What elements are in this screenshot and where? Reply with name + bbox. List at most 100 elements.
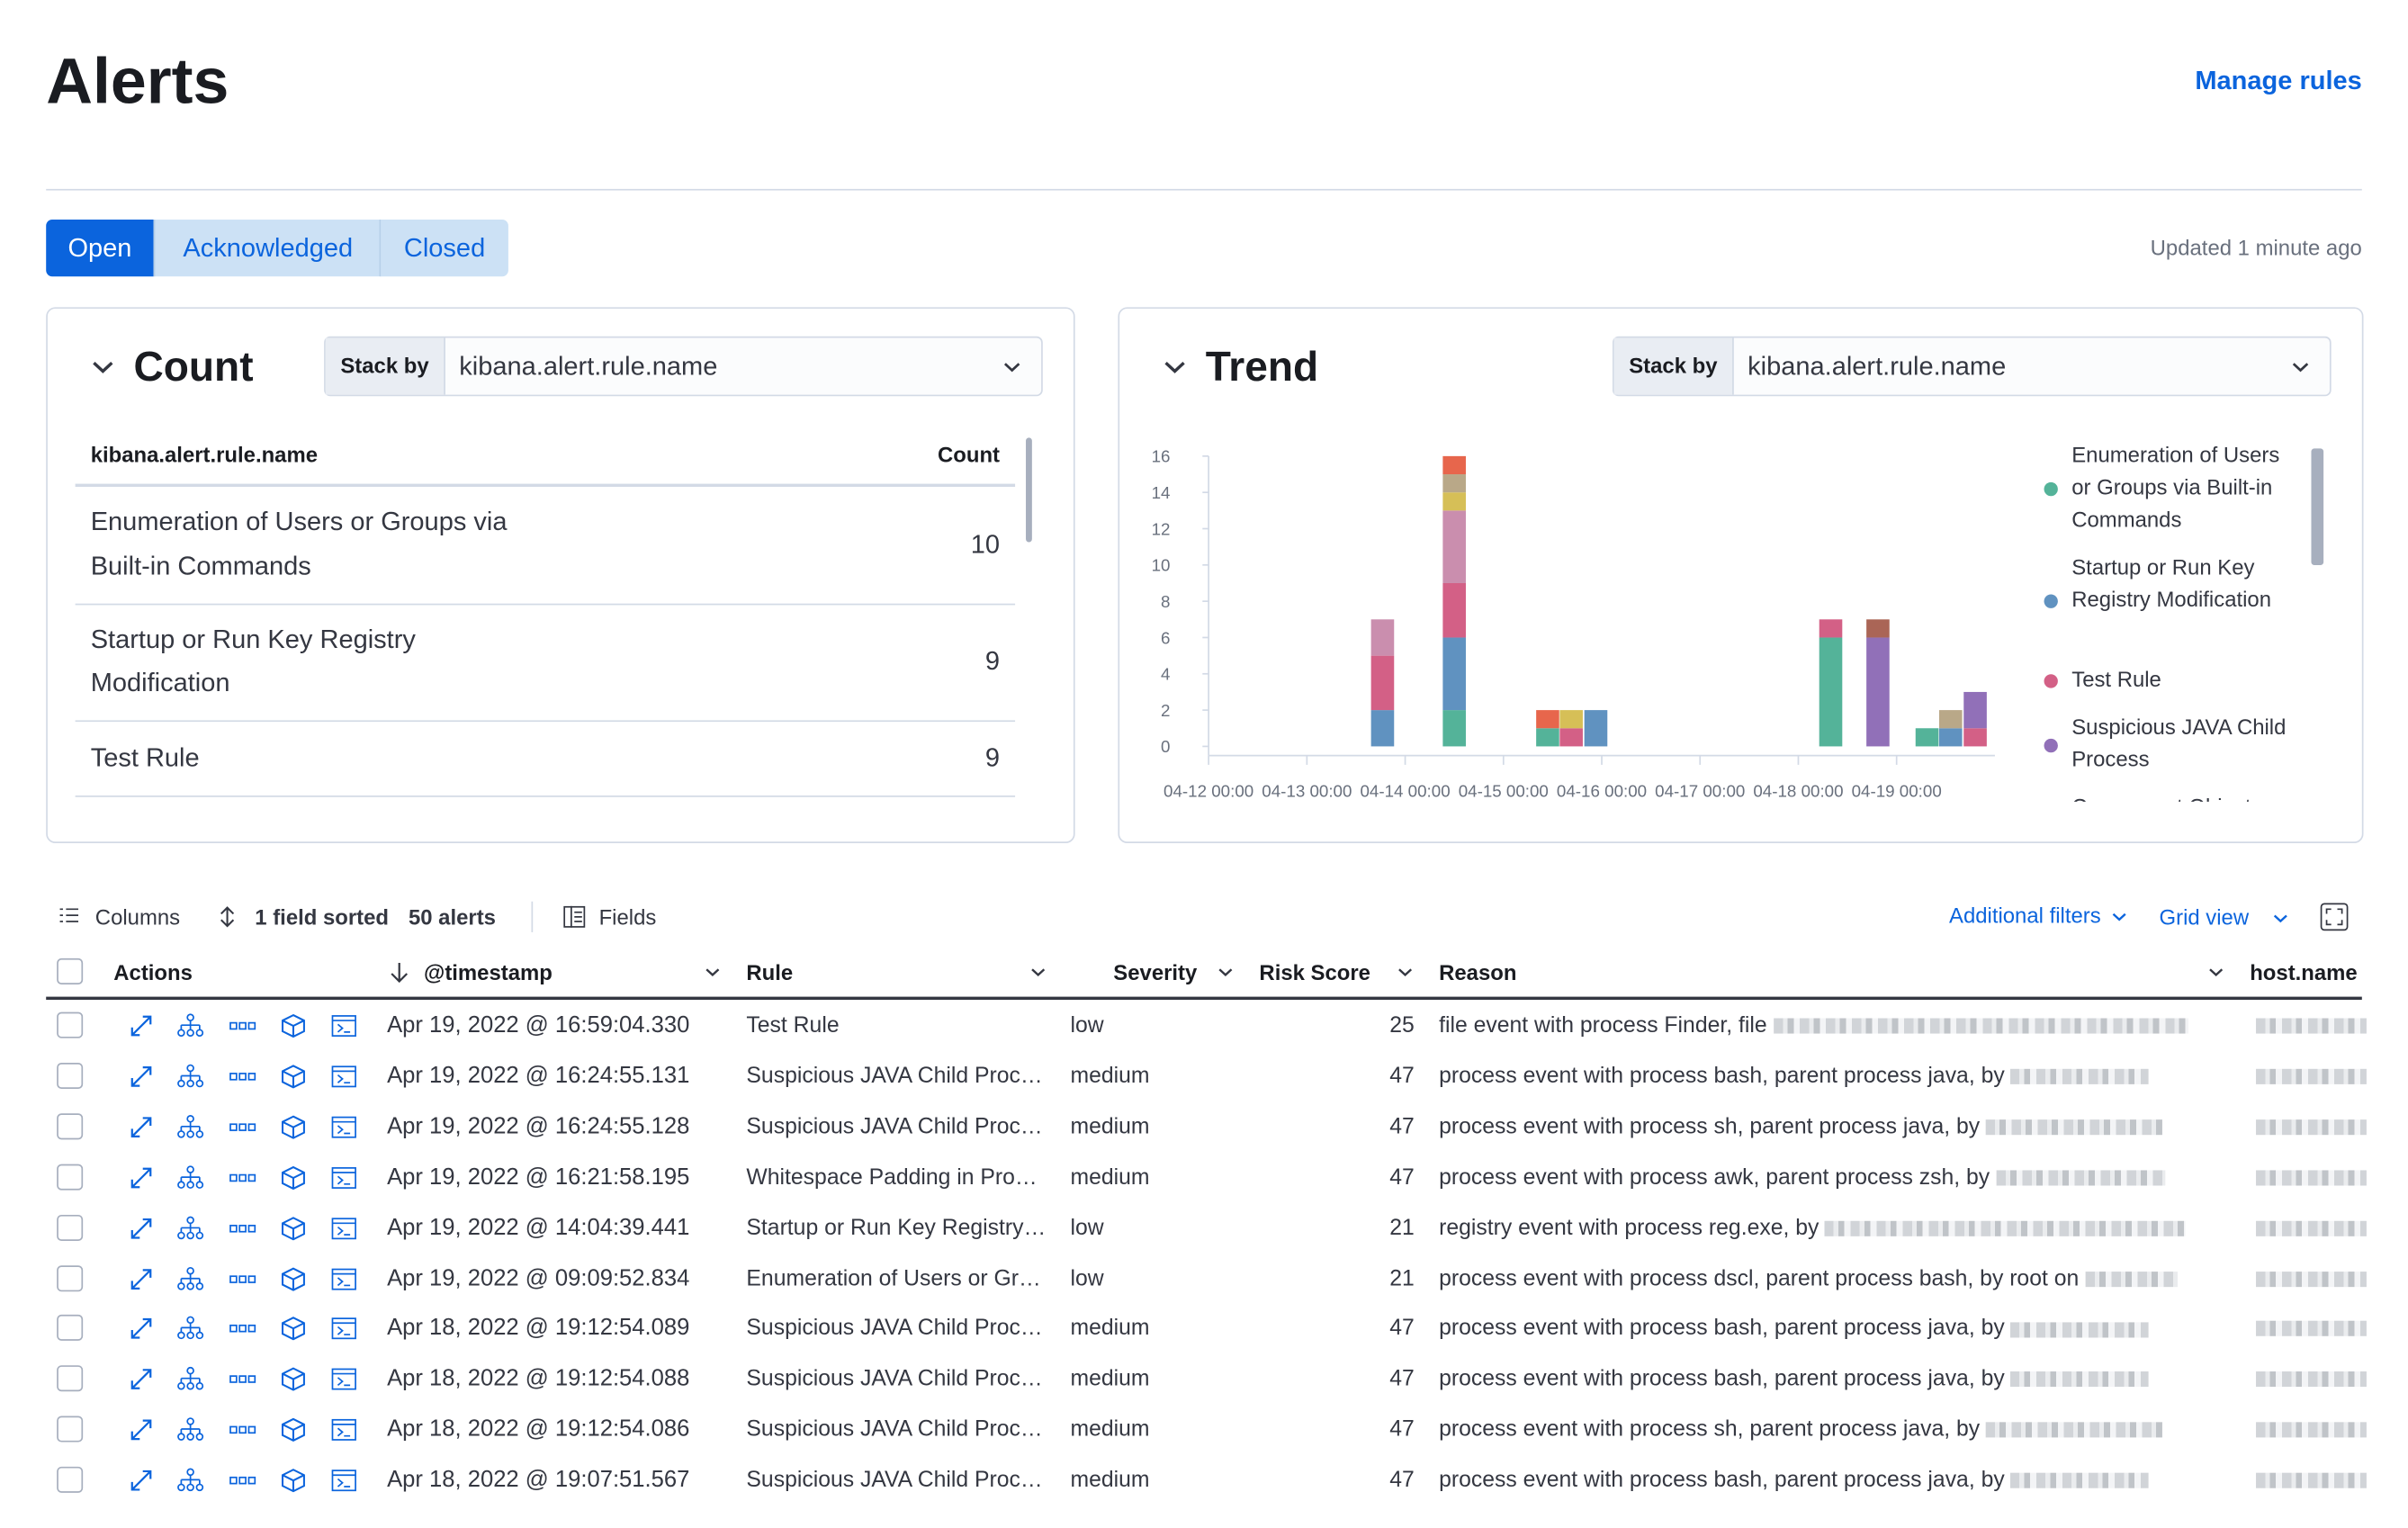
row-action-icon[interactable] xyxy=(229,1317,256,1341)
row-action-icon[interactable] xyxy=(129,1216,153,1240)
row-action-icon[interactable] xyxy=(229,1469,256,1493)
chevron-icon[interactable] xyxy=(2110,908,2128,926)
row-action-icon[interactable] xyxy=(229,1013,256,1038)
chevron-icon[interactable] xyxy=(1217,963,1235,981)
row-action-icon[interactable] xyxy=(129,1266,153,1290)
chevron-icon[interactable] xyxy=(2271,909,2289,927)
chevron-icon[interactable] xyxy=(1002,356,1023,378)
row-action-icon[interactable] xyxy=(281,1013,305,1038)
row-action-icon[interactable] xyxy=(229,1115,256,1139)
row-action-icon[interactable] xyxy=(177,1417,204,1443)
row-action-icon[interactable] xyxy=(331,1418,356,1443)
row-action-icon[interactable] xyxy=(129,1115,153,1139)
row-action-icon[interactable] xyxy=(281,1469,305,1493)
row-action-icon[interactable] xyxy=(331,1469,356,1493)
row-action-icon[interactable] xyxy=(129,1418,153,1443)
row-action-icon[interactable] xyxy=(281,1065,305,1089)
row-action-icon[interactable] xyxy=(177,1468,204,1493)
checkbox[interactable] xyxy=(57,1416,84,1443)
column-header[interactable]: Reason xyxy=(1439,959,1517,984)
row-action-icon[interactable] xyxy=(331,1266,356,1290)
chevron-icon[interactable] xyxy=(704,963,722,981)
checkbox[interactable] xyxy=(57,1466,84,1494)
row-action-icon[interactable] xyxy=(331,1317,356,1341)
row-action-icon[interactable] xyxy=(229,1266,256,1290)
fullscreen-icon[interactable] xyxy=(2320,903,2349,931)
checkbox[interactable] xyxy=(57,1365,84,1392)
row-action-icon[interactable] xyxy=(281,1165,305,1190)
row-action-icon[interactable] xyxy=(229,1418,256,1443)
sort-button[interactable]: 1 field sorted xyxy=(255,904,390,930)
row-action-icon[interactable] xyxy=(331,1065,356,1089)
row-action-icon[interactable] xyxy=(281,1115,305,1139)
column-header[interactable]: Risk Score xyxy=(1259,959,1370,984)
row-action-icon[interactable] xyxy=(177,1317,204,1341)
row-action-icon[interactable] xyxy=(177,1164,204,1190)
sort-icon[interactable] xyxy=(220,906,235,928)
checkbox[interactable] xyxy=(57,1011,84,1038)
row-action-icon[interactable] xyxy=(177,1367,204,1391)
row-action-icon[interactable] xyxy=(331,1115,356,1139)
row-action-icon[interactable] xyxy=(281,1317,305,1341)
chevron-icon[interactable] xyxy=(89,354,117,382)
checkbox[interactable] xyxy=(57,1164,84,1191)
row-action-icon[interactable] xyxy=(229,1367,256,1391)
stack-by-select[interactable]: Stack by kibana.alert.rule.name xyxy=(1612,336,2332,397)
column-header[interactable]: host.name xyxy=(2250,959,2358,984)
grid-view[interactable]: Grid view xyxy=(2159,904,2250,930)
status-tab[interactable]: Acknowledged xyxy=(153,220,382,277)
checkbox[interactable] xyxy=(57,1315,84,1342)
row-action-icon[interactable] xyxy=(177,1215,204,1240)
x-tick-label: 04-18 00:00 xyxy=(1753,782,1843,801)
row-action-icon[interactable] xyxy=(129,1367,153,1391)
row-action-icon[interactable] xyxy=(281,1266,305,1290)
checkbox[interactable] xyxy=(57,957,84,984)
row-action-icon[interactable] xyxy=(229,1065,256,1089)
checkbox[interactable] xyxy=(57,1112,84,1139)
chevron-icon[interactable] xyxy=(1396,963,1414,981)
stack-by-value: kibana.alert.rule.name xyxy=(1748,351,2007,382)
row-action-icon[interactable] xyxy=(177,1013,204,1038)
row-action-icon[interactable] xyxy=(229,1216,256,1240)
chevron-icon[interactable] xyxy=(1161,354,1189,382)
chevron-icon[interactable] xyxy=(2206,963,2224,981)
row-action-icon[interactable] xyxy=(129,1317,153,1341)
stack-by-select[interactable]: Stack by kibana.alert.rule.name xyxy=(324,336,1043,397)
row-action-icon[interactable] xyxy=(281,1216,305,1240)
row-action-icon[interactable] xyxy=(177,1266,204,1290)
row-action-icon[interactable] xyxy=(177,1114,204,1139)
row-action-icon[interactable] xyxy=(177,1064,204,1089)
additional-filters[interactable]: Additional filters xyxy=(1949,903,2101,928)
chevron-icon[interactable] xyxy=(1029,963,1047,981)
column-header[interactable]: Rule xyxy=(746,959,794,984)
row-action-icon[interactable] xyxy=(331,1367,356,1391)
fields-icon[interactable] xyxy=(563,905,586,928)
row-action-icon[interactable] xyxy=(281,1367,305,1392)
row-action-icon[interactable] xyxy=(281,1418,305,1443)
legend-label: Startup or Run Key Registry Modification xyxy=(2071,554,2271,612)
chevron-icon[interactable] xyxy=(2290,356,2312,378)
columns-button[interactable]: Columns xyxy=(94,904,181,930)
row-action-icon[interactable] xyxy=(129,1165,153,1190)
row-action-icon[interactable] xyxy=(331,1216,356,1240)
fields-button[interactable]: Fields xyxy=(598,904,657,930)
status-tab[interactable]: Open xyxy=(46,220,154,277)
row-action-icon[interactable] xyxy=(129,1013,153,1038)
row-action-icon[interactable] xyxy=(129,1469,153,1493)
manage-rules-link[interactable]: Manage rules xyxy=(2195,66,2362,95)
column-header[interactable]: Severity xyxy=(1113,959,1198,984)
row-action-icon[interactable] xyxy=(331,1013,356,1038)
columns-icon[interactable] xyxy=(59,908,79,926)
checkbox[interactable] xyxy=(57,1214,84,1241)
panel xyxy=(46,307,1075,843)
row-action-icon[interactable] xyxy=(229,1165,256,1190)
bar-segment xyxy=(1370,655,1395,711)
checkbox[interactable] xyxy=(57,1062,84,1089)
rule-cell: Whitespace Padding in Pro… xyxy=(746,1164,1038,1191)
checkbox[interactable] xyxy=(57,1264,84,1291)
status-tab[interactable]: Closed xyxy=(379,220,508,277)
severity-cell: medium xyxy=(1070,1417,1150,1443)
row-action-icon[interactable] xyxy=(129,1065,153,1089)
row-action-icon[interactable] xyxy=(331,1165,356,1190)
column-header[interactable]: @timestamp xyxy=(424,959,553,984)
